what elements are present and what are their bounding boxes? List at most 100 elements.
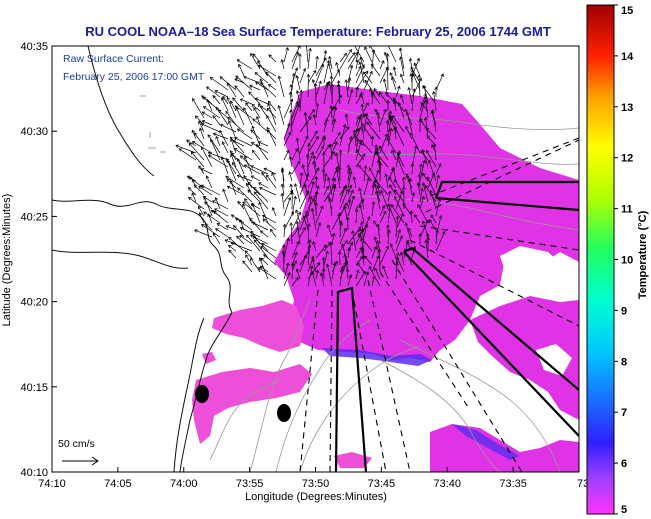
current-vector-head	[305, 173, 310, 177]
sst-southwest-patch	[192, 364, 312, 444]
current-vector-head	[243, 155, 248, 160]
current-vector	[339, 222, 342, 238]
current-vector-head	[233, 148, 238, 152]
current-vector	[347, 274, 352, 287]
current-vector-head	[289, 98, 294, 103]
current-vector-head	[359, 113, 363, 117]
current-vector-head	[310, 255, 315, 260]
current-vector	[379, 162, 381, 182]
current-vector	[352, 230, 357, 252]
current-vector-head	[336, 80, 341, 84]
current-vector-head	[315, 55, 319, 60]
current-vector-head	[399, 251, 404, 256]
current-vector-head	[329, 104, 334, 109]
current-vector	[216, 223, 229, 231]
current-vector-head	[365, 102, 369, 106]
current-vector-head	[230, 241, 235, 246]
current-vector-head	[281, 250, 286, 254]
current-vector	[226, 225, 237, 231]
current-vector-head	[429, 189, 434, 194]
current-vector-head	[258, 186, 263, 191]
current-vector	[425, 127, 437, 140]
current-vector-head	[215, 228, 219, 232]
current-vector	[402, 203, 413, 217]
current-vector	[347, 77, 351, 91]
current-vector-head	[437, 197, 442, 202]
current-vector	[389, 184, 397, 196]
current-vector	[380, 190, 389, 210]
current-vector	[204, 196, 213, 217]
current-vector-head	[422, 172, 426, 177]
current-vector	[379, 246, 389, 266]
x-tick-label: 73:55	[236, 478, 264, 490]
current-vector-head	[262, 218, 266, 223]
current-vector-head	[266, 174, 270, 179]
current-vector-head	[399, 235, 403, 239]
current-vector	[237, 59, 253, 70]
current-vector	[178, 148, 197, 161]
current-vector	[283, 272, 291, 287]
current-vector-head	[416, 182, 421, 186]
current-vector-head	[355, 269, 360, 274]
current-vector-head	[349, 64, 354, 69]
current-vector	[200, 168, 213, 175]
current-vector	[395, 229, 401, 245]
current-vector-head	[397, 102, 402, 106]
current-vector-head	[290, 191, 295, 195]
current-vector-head	[312, 155, 317, 159]
current-vector-head	[206, 99, 211, 103]
current-vector-head	[267, 102, 271, 107]
current-vector	[212, 95, 221, 105]
current-vector	[359, 187, 365, 210]
current-vector	[425, 239, 429, 259]
current-vector-head	[405, 239, 410, 244]
current-vector	[363, 224, 368, 238]
current-vector	[299, 116, 312, 133]
current-vector-head	[332, 185, 337, 189]
current-vector-head	[242, 201, 246, 205]
current-vector	[315, 270, 319, 280]
current-vector-head	[389, 184, 393, 188]
current-vector-head	[219, 123, 224, 128]
current-vector	[234, 137, 253, 147]
current-vector	[271, 172, 277, 182]
current-vector-head	[348, 48, 352, 53]
current-vector-head	[228, 244, 232, 249]
current-vector	[434, 143, 437, 161]
colorbar-gradient	[586, 4, 615, 515]
current-vector	[307, 266, 313, 287]
current-vector	[411, 246, 416, 259]
current-vector	[213, 133, 229, 140]
current-vector-head	[410, 69, 415, 73]
colorbar-tick-label: 7	[621, 407, 627, 419]
x-axis-label: Longitude (Degrees:Minutes)	[245, 491, 387, 503]
current-vector-head	[358, 164, 362, 169]
current-vector	[291, 161, 300, 175]
current-vector-head	[351, 52, 356, 56]
current-vector-head	[371, 275, 376, 280]
current-vector-head	[230, 153, 234, 158]
current-vector-head	[323, 244, 327, 249]
current-vector	[366, 121, 381, 140]
current-vector	[259, 187, 277, 196]
current-vector-head	[382, 78, 387, 83]
current-vector-head	[327, 144, 331, 148]
current-vector	[230, 242, 253, 252]
current-vector-head	[425, 219, 429, 224]
current-vector-head	[421, 182, 426, 186]
current-vector	[353, 176, 357, 189]
current-vector	[356, 149, 365, 161]
current-vector-head	[371, 201, 376, 205]
current-vector	[252, 118, 269, 133]
current-vector	[419, 219, 429, 238]
current-vector-head	[289, 109, 293, 113]
current-vector-head	[293, 183, 298, 187]
current-vector-head	[360, 221, 364, 225]
current-vector	[417, 204, 429, 224]
cloud-gap-1	[500, 246, 566, 286]
current-vector	[215, 107, 229, 126]
current-vector	[290, 184, 293, 196]
current-vector-head	[198, 212, 203, 216]
current-vector	[373, 220, 381, 231]
current-vector-head	[314, 201, 318, 206]
